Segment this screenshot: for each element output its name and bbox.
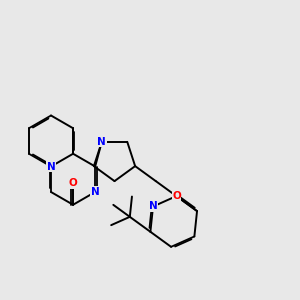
Text: N: N: [149, 202, 158, 212]
Text: N: N: [172, 191, 181, 201]
Text: N: N: [98, 137, 106, 147]
Text: O: O: [69, 178, 77, 188]
Text: N: N: [91, 187, 100, 197]
Text: N: N: [46, 161, 56, 172]
Text: O: O: [172, 191, 181, 201]
